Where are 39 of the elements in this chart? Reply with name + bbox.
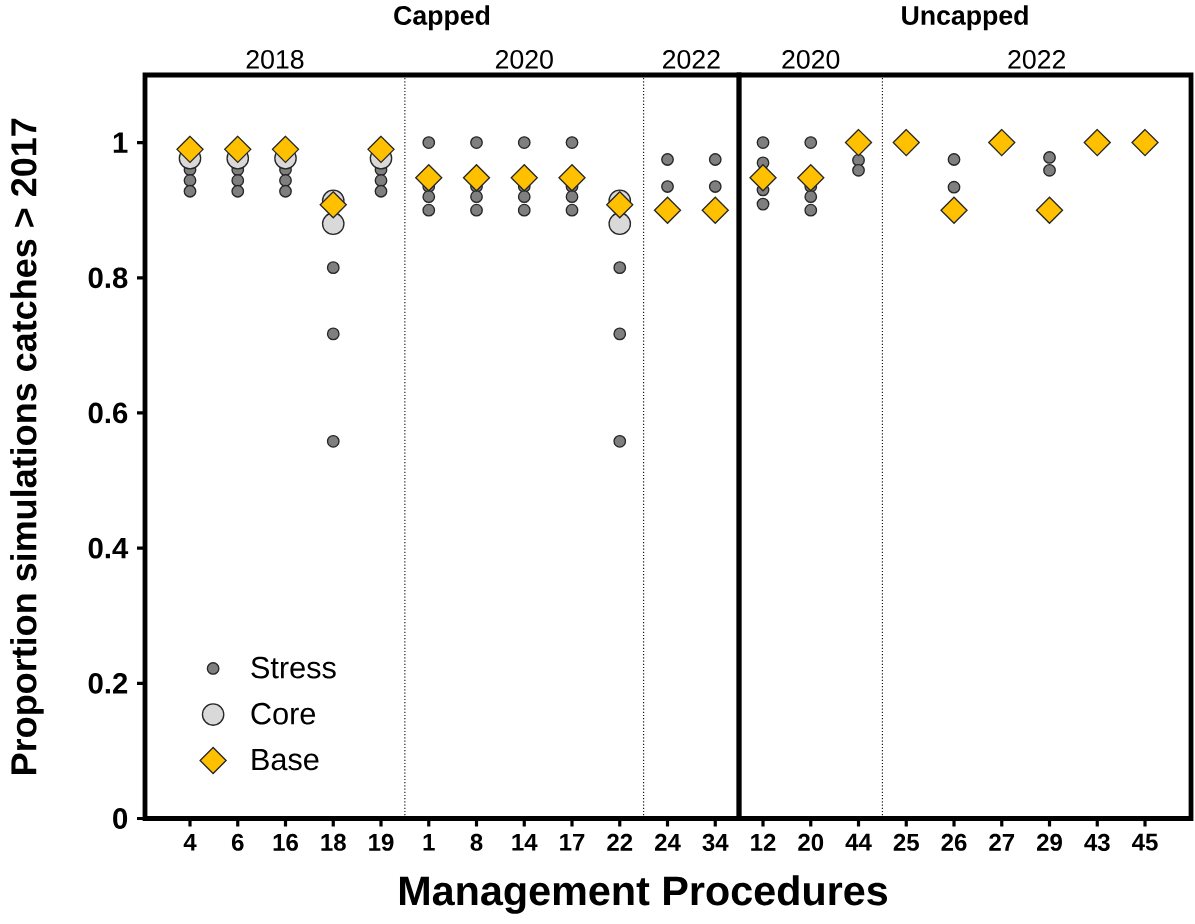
x-tick-label: 1: [423, 833, 435, 851]
chart-title: Capped: [394, 5, 490, 31]
x-tick-label: 44: [845, 833, 872, 851]
x-tick-label: 4: [183, 833, 197, 851]
x-tick-label: 22: [607, 833, 633, 851]
y-tick-label: 0: [113, 808, 128, 829]
text: 2022: [1008, 49, 1066, 69]
x-tick-label: 19: [369, 833, 394, 851]
x-axis-title: Management Procedures: [399, 875, 888, 914]
x-tick-label: 17: [560, 833, 585, 851]
y-tick-label: 1: [113, 132, 128, 153]
x-tick-label: 45: [1132, 833, 1158, 851]
x-tick-label: 6: [231, 833, 244, 851]
x-tick-label: 43: [1084, 833, 1110, 851]
text: 2022: [663, 49, 720, 69]
y-tick-label: 0.2: [88, 672, 128, 694]
y-tick-label: 0.4: [88, 537, 129, 559]
legend-label: Stress: [251, 656, 336, 679]
y-axis-title: Proportion simulations catches > 2017: [10, 118, 44, 774]
x-tick-label: 34: [702, 833, 729, 851]
text: 2020: [782, 49, 840, 69]
x-tick-label: 24: [655, 833, 681, 851]
legend-label: Core: [251, 702, 316, 725]
text: 2018: [246, 49, 304, 69]
y-tick-label: 0.6: [88, 402, 128, 424]
chart-title: Uncapped: [902, 5, 1028, 31]
x-tick-label: 26: [941, 833, 967, 851]
text: 2020: [495, 49, 553, 69]
y-tick-label: 0.8: [88, 267, 128, 289]
x-tick-label: 27: [989, 833, 1015, 851]
x-tick-label: 12: [751, 833, 776, 851]
legend-label: Base: [252, 748, 319, 771]
x-tick-label: 18: [321, 833, 346, 851]
x-tick-label: 16: [273, 833, 298, 851]
x-tick-label: 8: [470, 833, 483, 851]
x-tick-label: 25: [893, 833, 919, 851]
x-tick-label: 20: [798, 833, 824, 851]
x-tick-label: 14: [512, 833, 538, 851]
x-tick-label: 29: [1037, 833, 1062, 851]
